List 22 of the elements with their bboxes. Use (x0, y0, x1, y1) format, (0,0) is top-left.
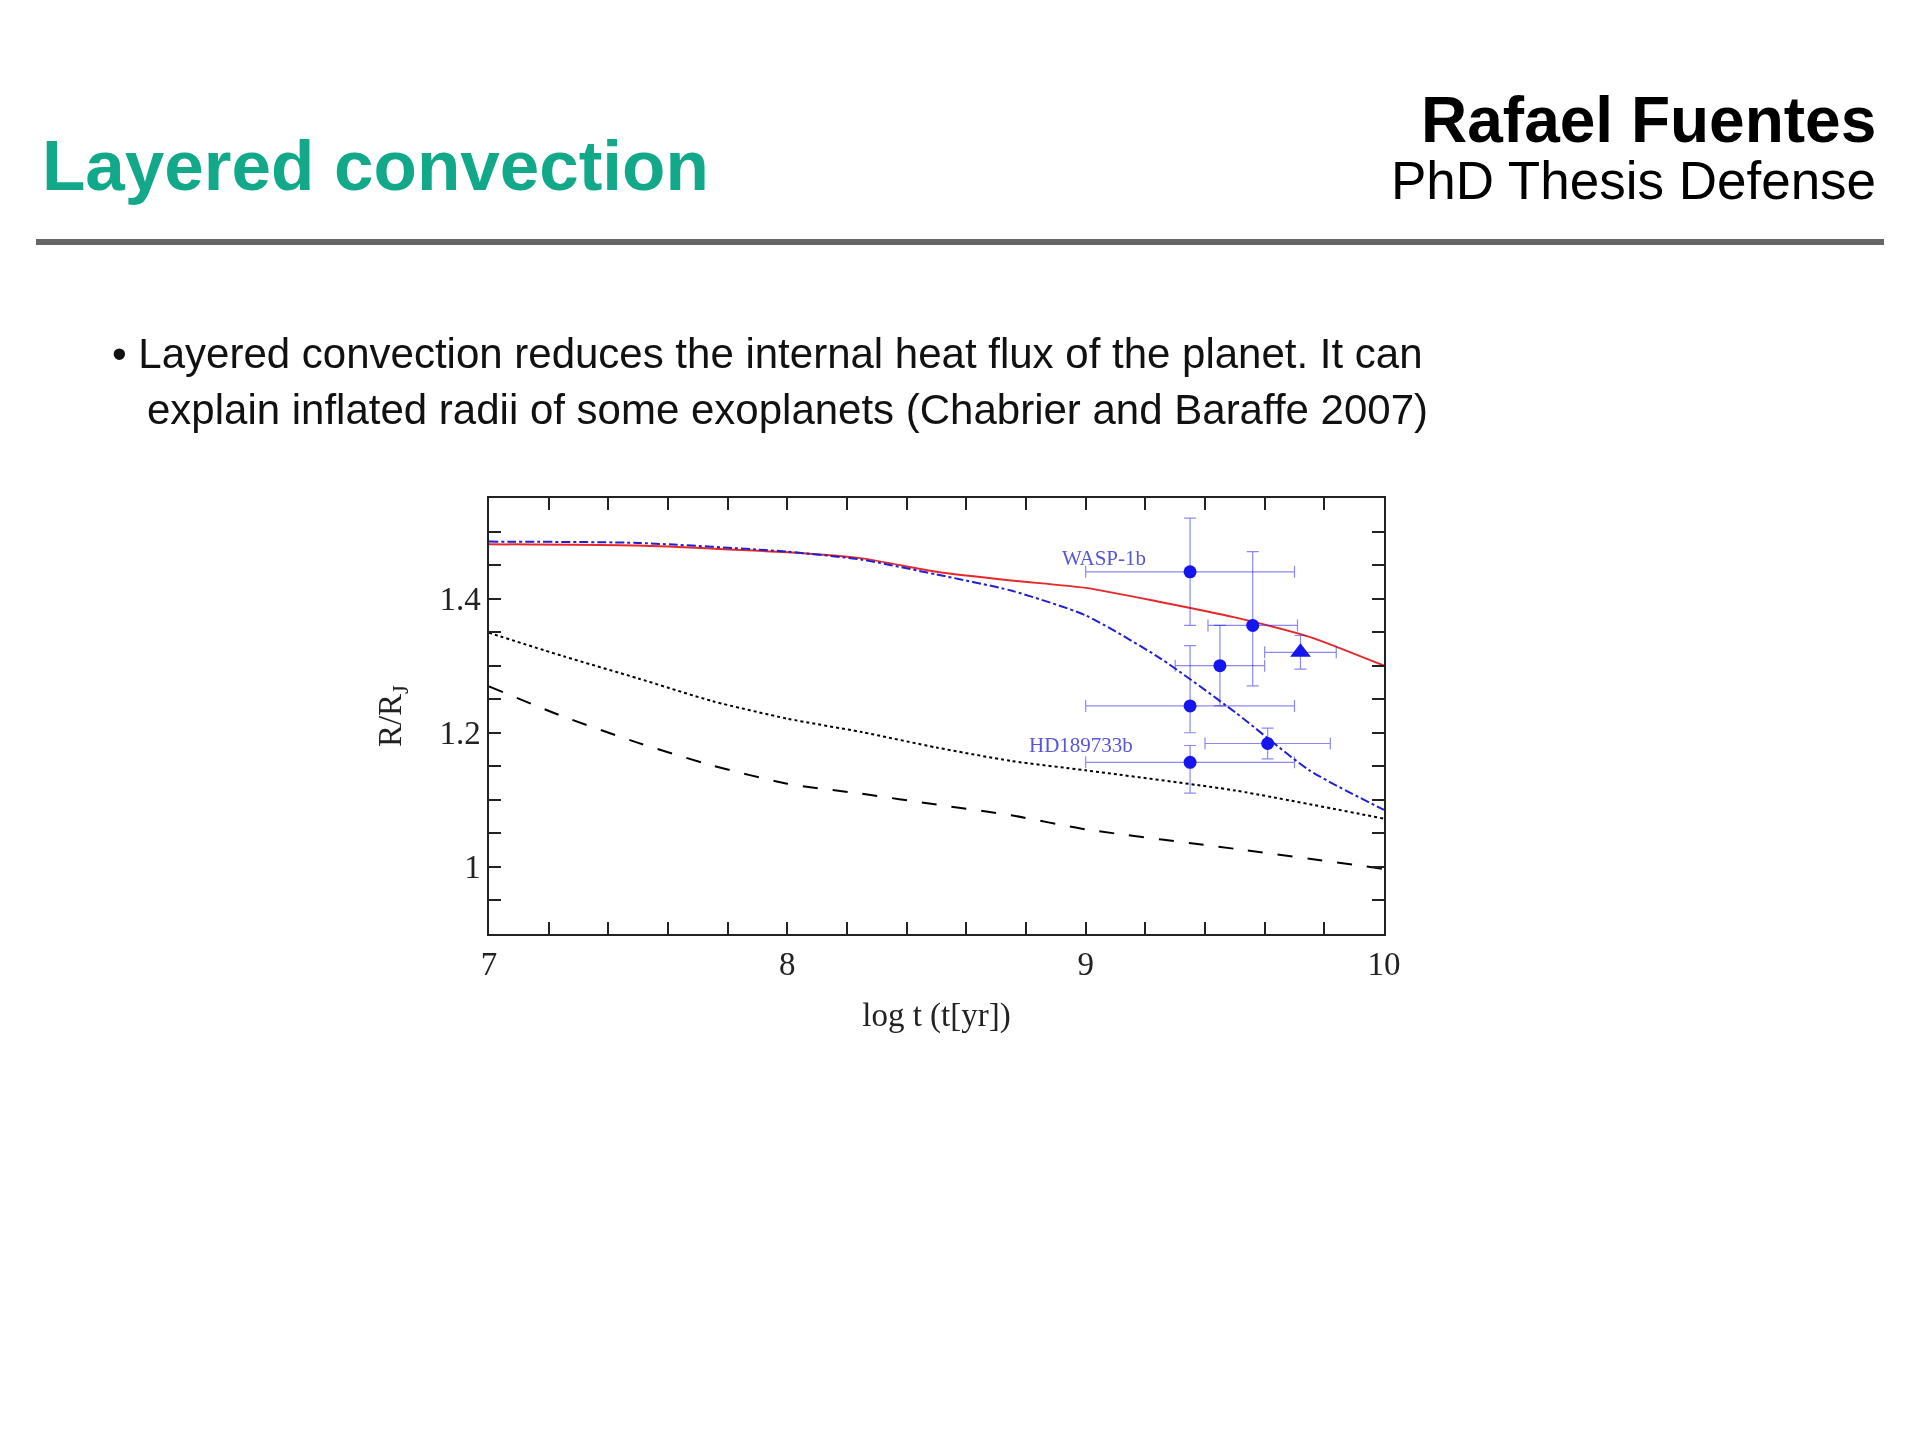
point (1213, 659, 1227, 673)
chart-title: Layered convection (42, 126, 709, 205)
point (1183, 565, 1197, 579)
annotation: WASP-1b (1062, 546, 1147, 570)
line-series (489, 543, 1384, 667)
point (1183, 755, 1197, 769)
line-series (489, 631, 1384, 820)
y-tick-label: 1.4 (439, 581, 481, 618)
line-series (489, 540, 1384, 811)
point (1261, 737, 1275, 750)
x-tick-label: 9 (1077, 946, 1094, 983)
x-tick-label: 10 (1367, 946, 1401, 983)
point (1183, 699, 1197, 713)
annotation: HD189733b (1029, 733, 1133, 757)
x-axis-title: log t (t[yr]) (862, 997, 1011, 1035)
x-tick-label: 7 (480, 946, 498, 983)
point (1246, 618, 1260, 632)
line-series (489, 685, 1384, 870)
x-tick-label: 8 (779, 946, 796, 983)
y-tick-label: 1.2 (439, 715, 481, 752)
y-tick-label: 1 (464, 849, 481, 886)
chart-subtitle: • Layered convection reduces the internal heat flux of the planet. It can explain inflated radii of some exoplanets (Chabrier and Baraffe 2007) (112, 330, 1428, 433)
